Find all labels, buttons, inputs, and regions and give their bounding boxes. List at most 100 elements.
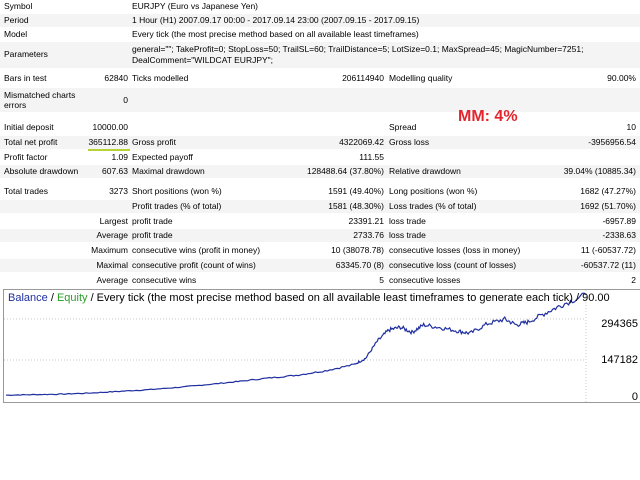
average-losses-value: 2 (631, 275, 636, 285)
mismatched-label-2: errors (4, 100, 27, 110)
y-tick-label-mid: 147182 (601, 354, 638, 366)
maximum-wins-value: 10 (38078.78) (331, 245, 384, 255)
expected-payoff-value: 111.55 (359, 152, 384, 162)
row-largest: Largest profit trade 23391.21 loss trade… (0, 215, 640, 228)
row-total-trades: Total trades 3273 Short positions (won %… (0, 185, 640, 198)
net-profit-highlight (88, 149, 130, 151)
gross-loss-label: Gross loss (389, 137, 430, 147)
largest-loss-label: loss trade (389, 216, 426, 226)
largest-profit-label: profit trade (132, 216, 173, 226)
long-positions-label: Long positions (won %) (389, 186, 478, 196)
maximal-drawdown-value: 128488.64 (37.80%) (306, 166, 384, 176)
net-profit-value: 365112.88 (88, 137, 128, 147)
maximum-losses-value: 11 (-60537.72) (580, 245, 636, 255)
row-mismatched: Mismatched charts errors 0 (0, 88, 640, 112)
balance-chart-svg (4, 290, 587, 402)
gross-profit-value: 4322069.42 (339, 137, 384, 147)
long-positions-value: 1682 (47.27%) (580, 186, 636, 196)
mm-annotation: MM: 4% (458, 108, 518, 125)
maximal-profit-label: consecutive profit (count of wins) (132, 260, 256, 270)
row-profit-trades: Profit trades (% of total) 1581 (48.30%)… (0, 200, 640, 213)
total-trades-label: Total trades (4, 186, 48, 196)
row-initial-deposit: Initial deposit 10000.00 Spread 10 (0, 121, 640, 134)
maximum-wins-label: consecutive wins (profit in money) (132, 245, 261, 255)
legend-separator: / (47, 292, 57, 304)
y-tick-label-top: 294365 (601, 318, 638, 330)
row-parameters: Parameters general=""; TakeProfit=0; Sto… (0, 42, 640, 68)
maximal-label: Maximal (96, 260, 128, 270)
profit-trades-label: Profit trades (% of total) (132, 201, 222, 211)
absolute-drawdown-label: Absolute drawdown (4, 166, 79, 176)
symbol-label: Symbol (4, 1, 33, 11)
balance-series-line (5, 292, 587, 397)
bars-label: Bars in test (4, 73, 47, 83)
short-positions-label: Short positions (won %) (132, 186, 222, 196)
parameters-label: Parameters (4, 49, 48, 59)
maximum-losses-label: consecutive losses (loss in money) (389, 245, 521, 255)
expected-payoff-label: Expected payoff (132, 152, 193, 162)
ticks-label: Ticks modelled (132, 73, 189, 83)
ticks-value: 206114940 (342, 73, 384, 83)
profit-factor-value: 1.09 (111, 152, 128, 162)
mismatched-value: 0 (123, 95, 128, 105)
parameters-line2: DealComment="WILDCAT EURJPY"; (132, 55, 274, 65)
average-consec-label: Average (96, 275, 128, 285)
spread-label: Spread (389, 122, 417, 132)
maximal-loss-value: -60537.72 (11) (580, 260, 636, 270)
legend-balance: Balance (8, 292, 48, 304)
row-net-profit: Total net profit 365112.88 Gross profit … (0, 136, 640, 149)
row-symbol: Symbol EURJPY (Euro vs Japanese Yen) (0, 0, 640, 13)
profit-factor-label: Profit factor (4, 152, 48, 162)
chart-legend: Balance / Equity / Every tick (the most … (8, 292, 610, 304)
total-trades-value: 3273 (109, 186, 128, 196)
average-wins-value: 5 (379, 275, 384, 285)
period-label: Period (4, 15, 29, 25)
initial-deposit-label: Initial deposit (4, 122, 54, 132)
average-profit-value: 2733.76 (353, 230, 384, 240)
absolute-drawdown-value: 607.63 (102, 166, 128, 176)
mismatched-label-1: Mismatched charts (4, 90, 76, 100)
initial-deposit-value: 10000.00 (92, 122, 128, 132)
legend-description: / Every tick (the most precise method ba… (87, 292, 610, 304)
average-profit-label: profit trade (132, 230, 173, 240)
balance-chart: Balance / Equity / Every tick (the most … (3, 289, 640, 403)
average-loss-label: loss trade (389, 230, 426, 240)
strategy-tester-report: Symbol EURJPY (Euro vs Japanese Yen) Per… (0, 0, 640, 287)
row-model: Model Every tick (the most precise metho… (0, 28, 640, 41)
average-losses-label: consecutive losses (389, 275, 461, 285)
legend-equity: Equity (56, 292, 88, 304)
symbol-value: EURJPY (Euro vs Japanese Yen) (132, 1, 258, 11)
row-average-consecutive: Average consecutive wins 5 consecutive l… (0, 274, 640, 287)
row-average: Average profit trade 2733.76 loss trade … (0, 229, 640, 242)
profit-trades-value: 1581 (48.30%) (328, 201, 384, 211)
row-profit-factor: Profit factor 1.09 Expected payoff 111.5… (0, 151, 640, 164)
average-wins-label: consecutive wins (132, 275, 197, 285)
maximal-loss-label: consecutive loss (count of losses) (389, 260, 517, 270)
model-label: Model (4, 29, 28, 39)
gross-loss-value: -3956956.54 (588, 137, 636, 147)
loss-trades-value: 1692 (51.70%) (580, 201, 636, 211)
period-value: 1 Hour (H1) 2007.09.17 00:00 - 2017.09.1… (132, 15, 420, 25)
row-drawdown: Absolute drawdown 607.63 Maximal drawdow… (0, 165, 640, 178)
largest-profit-value: 23391.21 (348, 216, 384, 226)
loss-trades-label: Loss trades (% of total) (389, 201, 477, 211)
bars-value: 62840 (104, 73, 128, 83)
average-loss-value: -2338.63 (602, 230, 636, 240)
largest-loss-value: -6957.89 (602, 216, 636, 226)
row-maximal: Maximal consecutive profit (count of win… (0, 259, 640, 272)
short-positions-value: 1591 (49.40%) (328, 186, 384, 196)
average-label: Average (96, 230, 128, 240)
maximal-profit-value: 63345.70 (8) (335, 260, 384, 270)
largest-label: Largest (99, 216, 128, 226)
spread-value: 10 (626, 122, 636, 132)
parameters-line1: general=""; TakeProfit=0; StopLoss=50; T… (132, 44, 584, 54)
relative-drawdown-value: 39.04% (10885.34) (563, 166, 636, 176)
net-profit-label: Total net profit (4, 137, 58, 147)
maximum-label: Maximum (91, 245, 128, 255)
model-value: Every tick (the most precise method base… (132, 29, 419, 39)
quality-label: Modelling quality (389, 73, 453, 83)
gross-profit-label: Gross profit (132, 137, 176, 147)
y-tick-label-bottom: 0 (631, 391, 638, 403)
row-period: Period 1 Hour (H1) 2007.09.17 00:00 - 20… (0, 14, 640, 27)
maximal-drawdown-label: Maximal drawdown (132, 166, 205, 176)
